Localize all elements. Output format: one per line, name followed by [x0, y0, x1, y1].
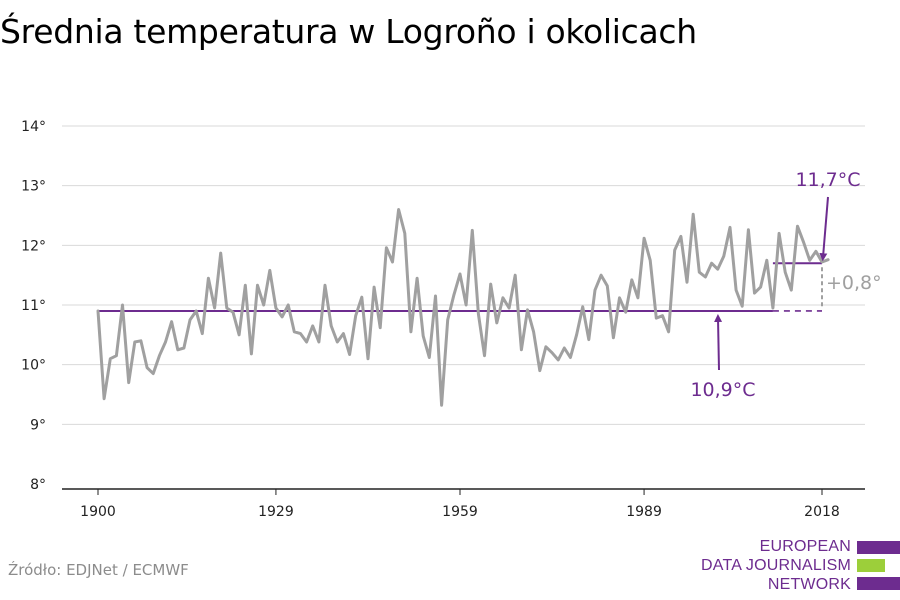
y-tick-label: 9°	[30, 417, 46, 433]
recent-average-label: 11,7°C	[795, 169, 860, 191]
annotations: +0,8° 11,7°C 10,9°C	[690, 169, 881, 401]
y-tick-label: 8°	[30, 477, 46, 493]
source-note: Źródło: EDJNet / ECMWF	[8, 561, 189, 579]
x-tick-label: 1900	[80, 504, 116, 520]
x-tick-label: 1989	[626, 504, 662, 520]
series-layer	[96, 208, 830, 407]
y-tick-label: 11°	[21, 298, 46, 314]
logo-bar-purple-bottom	[857, 577, 900, 590]
x-tick-label: 2018	[804, 504, 840, 520]
baseline-arrow	[714, 313, 723, 371]
logo-line-1: EUROPEAN	[759, 538, 851, 555]
y-tick-label: 12°	[21, 238, 46, 254]
grid-lines	[62, 125, 865, 425]
y-tick-label: 14°	[21, 119, 46, 135]
recent-arrow	[819, 196, 829, 262]
delta-label: +0,8°	[826, 272, 882, 294]
y-axis: 8° 9° 10° 11° 12° 13° 14°	[21, 119, 46, 493]
logo-line-3: NETWORK	[767, 576, 851, 593]
x-tick-label: 1959	[442, 504, 478, 520]
x-tick-label: 1929	[258, 504, 294, 520]
chart-title: Średnia temperatura w Logroño i okolicac…	[0, 12, 697, 51]
logo-bar-purple-top	[857, 541, 900, 554]
logo-bar-green	[857, 559, 885, 572]
y-tick-label: 13°	[21, 179, 46, 195]
x-axis: 1900 1929 1959 1989 2018	[62, 488, 865, 520]
temperature-series-line	[96, 208, 830, 407]
logo-line-2: DATA JOURNALISM	[701, 557, 851, 574]
edjnet-logo: EUROPEAN DATA JOURNALISM NETWORK	[700, 538, 900, 600]
y-tick-label: 10°	[21, 358, 46, 374]
baseline-label: 10,9°C	[690, 379, 755, 401]
